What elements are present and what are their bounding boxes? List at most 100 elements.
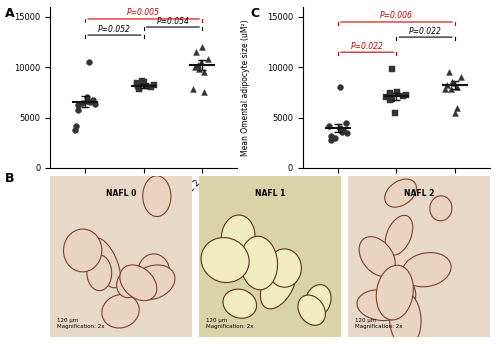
Text: NAFL 2: NAFL 2 [404, 189, 434, 198]
Text: B: B [5, 172, 15, 185]
Text: C: C [250, 7, 259, 20]
Text: P=0.052: P=0.052 [98, 24, 131, 34]
Point [331, 135, 339, 140]
Point [400, 94, 407, 99]
Ellipse shape [87, 255, 112, 291]
Point [444, 69, 452, 75]
Point [324, 123, 332, 128]
Point [204, 56, 212, 62]
Ellipse shape [430, 196, 452, 221]
Point [90, 101, 98, 106]
Point [133, 82, 141, 87]
Point [200, 69, 208, 75]
Ellipse shape [143, 176, 171, 217]
Point [453, 105, 461, 110]
Ellipse shape [402, 252, 451, 287]
Point [74, 102, 82, 107]
Point [71, 127, 79, 132]
Point [197, 60, 205, 65]
Point [86, 99, 94, 104]
Point [142, 84, 150, 89]
Ellipse shape [390, 292, 421, 344]
Point [448, 80, 456, 85]
Point [192, 50, 200, 55]
Point [457, 75, 465, 80]
Ellipse shape [376, 265, 414, 320]
Ellipse shape [116, 270, 141, 298]
Ellipse shape [222, 215, 255, 260]
Point [342, 120, 349, 126]
Point [386, 92, 394, 97]
Point [388, 96, 396, 101]
Text: 120 μm
Magnification: 2x: 120 μm Magnification: 2x [206, 318, 254, 329]
Point [74, 107, 82, 112]
Point [393, 90, 401, 95]
Text: NAFL 1: NAFL 1 [255, 189, 285, 198]
Ellipse shape [359, 237, 396, 277]
Point [446, 87, 454, 92]
Ellipse shape [377, 276, 416, 318]
Text: P=0.006: P=0.006 [380, 11, 413, 21]
Ellipse shape [201, 238, 249, 282]
Ellipse shape [260, 260, 296, 309]
Ellipse shape [268, 249, 302, 287]
Ellipse shape [226, 229, 258, 267]
Ellipse shape [357, 290, 406, 321]
Point [196, 66, 203, 72]
Point [386, 97, 394, 102]
Text: P=0.022: P=0.022 [409, 26, 442, 35]
Point [188, 87, 196, 92]
Point [200, 90, 208, 95]
Point [338, 129, 346, 135]
Point [134, 84, 141, 89]
Point [326, 137, 334, 142]
Ellipse shape [298, 295, 326, 325]
Point [451, 110, 459, 115]
Ellipse shape [384, 179, 416, 207]
Text: P=0.022: P=0.022 [350, 42, 384, 51]
Point [198, 44, 206, 50]
Ellipse shape [130, 265, 175, 300]
Text: P=0.005: P=0.005 [127, 9, 160, 18]
Text: 120 μm
Magnification: 2x: 120 μm Magnification: 2x [355, 318, 403, 329]
Point [336, 85, 344, 90]
Text: 120 μm
Magnification: 2x: 120 μm Magnification: 2x [57, 318, 104, 329]
Ellipse shape [240, 236, 278, 290]
Ellipse shape [223, 289, 256, 318]
Point [78, 100, 86, 105]
Point [140, 80, 148, 85]
Point [146, 85, 154, 90]
Point [386, 91, 394, 96]
Point [391, 110, 399, 115]
Point [444, 83, 452, 88]
Ellipse shape [138, 254, 170, 290]
Point [194, 63, 202, 68]
Text: P=0.054: P=0.054 [156, 17, 190, 25]
Point [135, 86, 143, 91]
Ellipse shape [64, 229, 102, 272]
Point [336, 125, 344, 130]
Text: NAFL 0: NAFL 0 [106, 189, 136, 198]
Point [339, 127, 347, 132]
Point [133, 80, 141, 86]
Point [442, 87, 450, 92]
Point [326, 133, 334, 139]
Ellipse shape [91, 238, 120, 288]
Point [450, 80, 458, 86]
Point [453, 85, 461, 90]
Point [72, 123, 80, 128]
Point [150, 83, 158, 88]
Point [89, 97, 97, 102]
Point [402, 93, 410, 98]
Y-axis label: Mean Omental adipocyte size (uM²): Mean Omental adipocyte size (uM²) [242, 19, 250, 156]
Text: A: A [5, 7, 15, 20]
Point [190, 65, 198, 70]
Ellipse shape [102, 294, 139, 328]
Ellipse shape [385, 215, 412, 255]
Point [86, 60, 94, 65]
Point [136, 87, 143, 92]
Point [382, 95, 390, 100]
Point [138, 79, 146, 84]
Point [388, 66, 396, 72]
Point [83, 95, 91, 100]
